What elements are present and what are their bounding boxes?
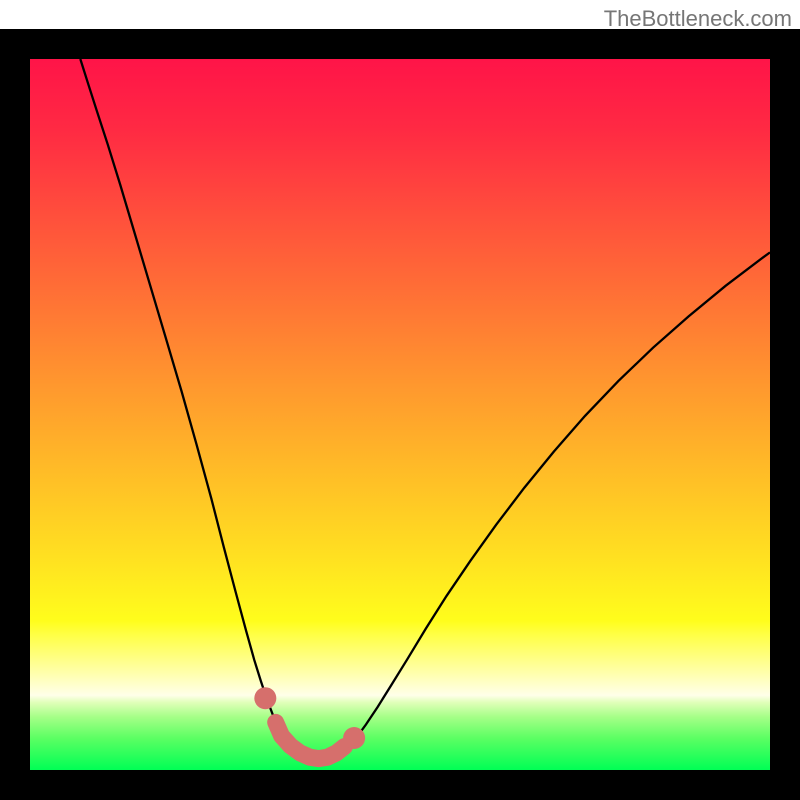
bottleneck-chart xyxy=(30,59,770,770)
optimum-marker-dot xyxy=(343,727,365,749)
chart-svg xyxy=(30,59,770,770)
optimum-marker-dot xyxy=(254,687,276,709)
chart-background xyxy=(30,59,770,770)
